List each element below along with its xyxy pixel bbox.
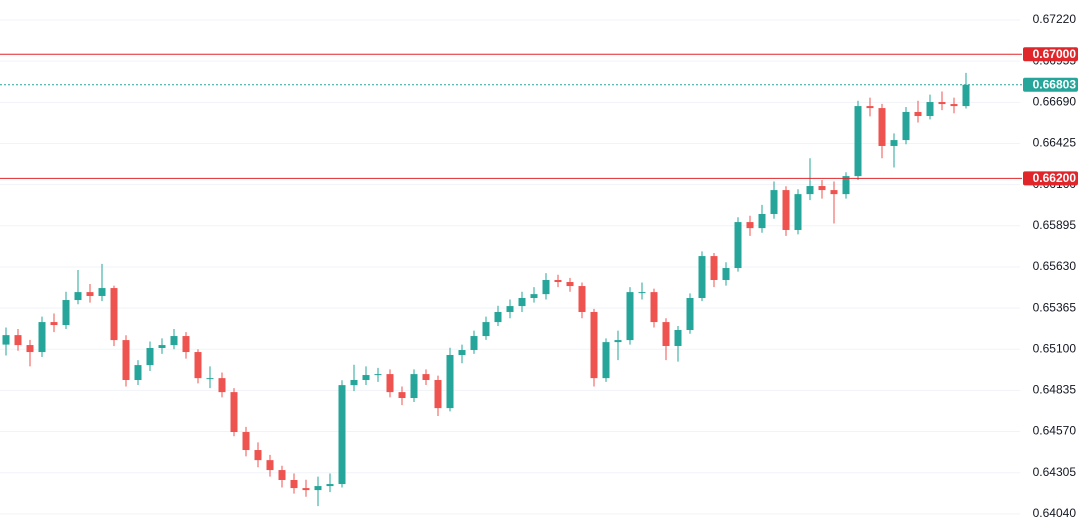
candle-body: [470, 336, 478, 351]
level-label-box: [1023, 47, 1078, 62]
candle-body: [14, 335, 22, 346]
candle-body: [302, 488, 310, 491]
candle-body: [542, 279, 550, 295]
candle-body: [806, 186, 814, 195]
candle-body: [902, 111, 910, 141]
y-tick-label: 0.66690: [1033, 95, 1077, 109]
candle-body: [938, 102, 946, 105]
candle-body: [782, 190, 790, 230]
candle-body: [866, 106, 874, 109]
candle-body: [62, 300, 70, 326]
y-tick-label: 0.64570: [1033, 424, 1077, 438]
candle-body: [878, 108, 886, 146]
candle-body: [422, 374, 430, 380]
y-tick-label: 0.64835: [1033, 383, 1077, 397]
candle-body: [218, 378, 226, 393]
y-tick-label: 0.65630: [1033, 259, 1077, 273]
candle-body: [50, 322, 58, 326]
candle-body: [734, 222, 742, 269]
candle-body: [950, 104, 958, 107]
candle-body: [662, 322, 670, 346]
candle-body: [554, 279, 562, 283]
candle-body: [206, 378, 214, 380]
candle-body: [674, 329, 682, 346]
candle-body: [506, 306, 514, 312]
candle-body: [110, 288, 118, 341]
candle-body: [614, 340, 622, 343]
candle-body: [650, 292, 658, 323]
candle-body: [758, 213, 766, 229]
candle-body: [338, 385, 346, 485]
candle-body: [830, 190, 838, 195]
candle-body: [818, 186, 826, 191]
candle-body: [314, 486, 322, 491]
y-tick-label: 0.64305: [1033, 465, 1077, 479]
candle-body: [278, 470, 286, 481]
candle-body: [254, 450, 262, 461]
candle-body: [638, 292, 646, 294]
candle-body: [170, 336, 178, 346]
candle-body: [266, 460, 274, 471]
candle-body: [566, 282, 574, 287]
level-label: 0.66200: [1033, 171, 1077, 185]
candle-body: [590, 311, 598, 379]
candle-body: [290, 480, 298, 489]
candle-body: [146, 348, 154, 366]
y-tick-label: 0.64040: [1033, 506, 1077, 520]
candle-body: [530, 294, 538, 299]
candle-body: [686, 298, 694, 330]
level-label-box: [1023, 171, 1078, 186]
candle-body: [962, 84, 970, 107]
level-label: 0.67000: [1033, 47, 1077, 61]
candle-body: [230, 392, 238, 433]
y-tick-label: 0.65100: [1033, 341, 1077, 355]
candle-body: [698, 256, 706, 299]
candle-body: [434, 379, 442, 409]
candle-body: [746, 222, 754, 229]
candle-body: [26, 345, 34, 353]
candle-body: [770, 190, 778, 214]
candle-body: [458, 350, 466, 355]
candle-body: [602, 342, 610, 379]
level-label: 0.66803: [1033, 77, 1077, 91]
y-tick-label: 0.65895: [1033, 218, 1077, 232]
candle-body: [182, 336, 190, 353]
candle-body: [722, 268, 730, 280]
candle-body: [890, 140, 898, 146]
candle-body: [710, 256, 718, 280]
candle-body: [326, 484, 334, 487]
candle-body: [194, 352, 202, 379]
candle-body: [398, 392, 406, 399]
candle-body: [350, 379, 358, 386]
candle-body: [842, 176, 850, 195]
candle-body: [578, 286, 586, 312]
candle-body: [38, 322, 46, 353]
candle-body: [518, 298, 526, 307]
candle-body: [446, 354, 454, 409]
y-tick-label: 0.65365: [1033, 300, 1077, 314]
candle-body: [494, 311, 502, 323]
candle-body: [122, 340, 130, 380]
candle-body: [74, 292, 82, 301]
candle-body: [134, 365, 142, 380]
candle-body: [158, 345, 166, 349]
candle-body: [626, 292, 634, 341]
candle-body: [794, 194, 802, 230]
candle-body: [410, 374, 418, 399]
candle-body: [98, 288, 106, 296]
candle-body: [374, 374, 382, 376]
candle-body: [914, 111, 922, 117]
candle-body: [242, 432, 250, 451]
candle-body: [362, 375, 370, 380]
candle-body: [926, 102, 934, 117]
y-tick-label: 0.66425: [1033, 136, 1077, 150]
candle-body: [386, 374, 394, 393]
candle-body: [854, 106, 862, 177]
candle-body: [482, 322, 490, 337]
level-label-box: [1023, 77, 1078, 92]
y-tick-label: 0.67220: [1033, 12, 1077, 26]
candle-body: [86, 292, 94, 296]
candle-body: [2, 335, 10, 345]
